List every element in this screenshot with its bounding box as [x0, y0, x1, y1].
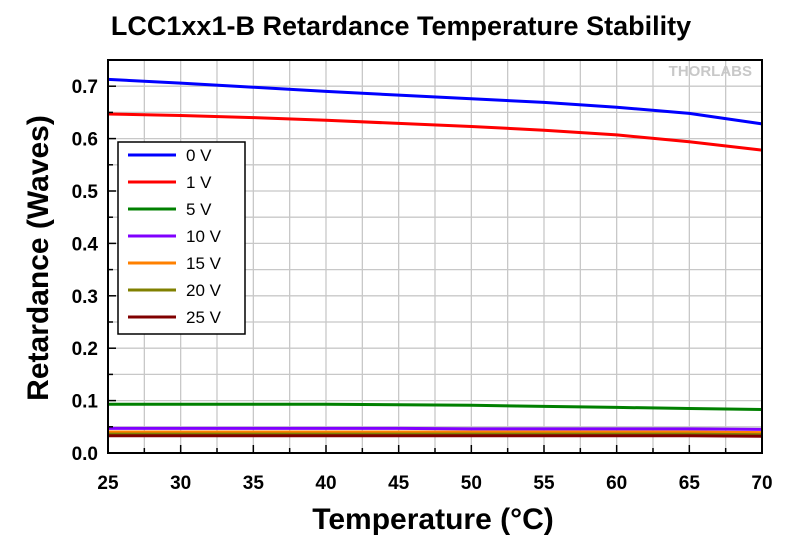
- y-tick-label: 0.7: [72, 77, 98, 98]
- y-tick-label: 0.2: [72, 339, 98, 360]
- x-tick-label: 40: [315, 473, 336, 494]
- legend-box: [117, 141, 246, 335]
- x-tick-label: 45: [388, 473, 410, 494]
- x-axis-title: Temperature (°C): [312, 503, 553, 536]
- y-tick-label: 0.6: [72, 130, 98, 151]
- legend-label: 5 V: [186, 200, 212, 219]
- legend-label: 1 V: [186, 173, 212, 192]
- legend-label: 15 V: [186, 254, 222, 273]
- series-line-25v: [108, 434, 763, 438]
- x-tick-label: 30: [170, 473, 191, 494]
- tick-labels: 25 30 35 40 45 50 55 60 65 70 0.0 0.1 0.2 0.3 0.4 0.5 0.…: [72, 77, 773, 494]
- series-layer: [107, 77, 763, 438]
- series-line-5v: [108, 402, 763, 411]
- legend-label: 25 V: [186, 308, 222, 327]
- x-tick-label: 70: [751, 473, 772, 494]
- series-line-0v: [107, 77, 763, 126]
- legend: 0 V 1 V 5 V 10 V 15 V 20 V 25 V: [117, 141, 246, 335]
- grid: [107, 59, 763, 454]
- legend-label: 0 V: [186, 146, 212, 165]
- legend-label: 10 V: [186, 227, 222, 246]
- x-tick-label: 50: [461, 473, 482, 494]
- y-axis-title: Retardance (Waves): [22, 115, 55, 401]
- x-tick-label: 55: [533, 473, 555, 494]
- axis-ticks: [107, 59, 763, 454]
- series-line-15v: [108, 430, 763, 435]
- x-tick-label: 60: [606, 473, 627, 494]
- series-line-10v: [108, 426, 763, 431]
- x-tick-label: 35: [243, 473, 265, 494]
- thorlabs-watermark: THORLABS: [669, 63, 752, 80]
- y-tick-label: 0.3: [72, 287, 98, 308]
- x-tick-label: 25: [97, 473, 119, 494]
- chart-title: LCC1xx1-B Retardance Temperature Stabili…: [111, 11, 691, 41]
- series-line-20v: [108, 432, 763, 437]
- x-tick-label: 65: [679, 473, 701, 494]
- series-line-1v: [107, 112, 763, 152]
- y-tick-label: 0.0: [72, 444, 98, 465]
- y-tick-label: 0.5: [72, 182, 99, 203]
- legend-label: 20 V: [186, 281, 222, 300]
- y-tick-label: 0.4: [72, 234, 99, 255]
- y-tick-label: 0.1: [72, 392, 99, 413]
